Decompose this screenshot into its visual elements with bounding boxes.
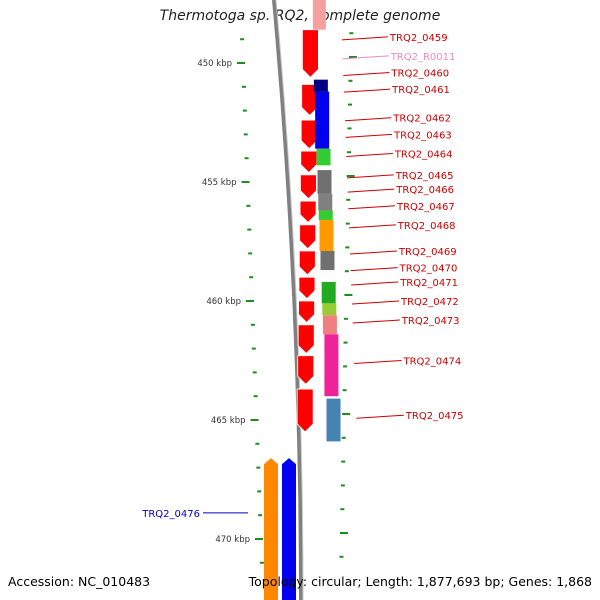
gene-leader-line (350, 267, 398, 272)
backbone-line (272, 0, 303, 600)
reverse-gene-block (282, 458, 296, 600)
gene-label[interactable]: TRQ2_0463 (393, 130, 452, 141)
cds-arrow (300, 119, 318, 150)
gene-leader-line (348, 224, 396, 229)
feature-layer (264, 0, 341, 600)
cog-block (322, 303, 337, 316)
gene-label[interactable]: TRQ2_0475 (405, 411, 464, 422)
cds-arrow (299, 200, 317, 224)
gene-leader-line (349, 250, 397, 255)
cds-arrow (296, 388, 314, 433)
gene-label[interactable]: TRQ2_0462 (392, 114, 451, 125)
cog-block (321, 281, 336, 304)
cog-block (316, 148, 331, 166)
gene-label[interactable]: TRQ2_0471 (399, 278, 458, 289)
gene-leader-line (356, 414, 404, 419)
cds-arrow (298, 250, 316, 276)
gene-label[interactable]: TRQ2_0465 (395, 171, 454, 182)
backbone-layer (272, 0, 304, 600)
label-layer: TRQ2_0459 TRQ2_R0011 TRQ2_0460 TRQ2_0461 TRQ… (141, 33, 463, 520)
gene-leader-line (348, 205, 396, 210)
cog-block (319, 220, 334, 252)
cog-block (313, 79, 328, 92)
cds-arrow (297, 355, 315, 385)
gene-leader-line (343, 72, 390, 77)
accession-text: Accession: NC_010483 (8, 574, 151, 589)
cog-block (324, 334, 339, 397)
gene-leader-line (346, 152, 393, 157)
ruler-label: 450 kbp (197, 59, 232, 69)
ruler-label: 455 kbp (202, 178, 237, 188)
gene-leader-line (344, 117, 392, 122)
cds-arrow (300, 150, 318, 174)
gene-label[interactable]: TRQ2_0466 (395, 185, 454, 196)
cds-arrow (300, 174, 317, 200)
gene-label[interactable]: TRQ2_0470 (399, 264, 458, 275)
gene-label[interactable]: TRQ2_0467 (396, 202, 455, 213)
gene-label[interactable]: TRQ2_0473 (401, 316, 460, 327)
ruler-label: 465 kbp (211, 416, 246, 426)
gene-label[interactable]: TRQ2_0476 (141, 509, 200, 520)
gene-label[interactable]: TRQ2_0469 (398, 247, 457, 258)
gene-label[interactable]: TRQ2_0468 (397, 221, 456, 232)
gene-leader-line (347, 174, 394, 179)
cog-block (318, 210, 333, 221)
cds-arrow (301, 29, 319, 78)
genome-stats-text: Topology: circular; Length: 1,877,693 bp… (248, 574, 592, 589)
backbone-edge-line (275, 0, 304, 600)
cds-arrow (298, 276, 316, 300)
cds-arrow (297, 324, 315, 354)
map-title: Thermotoga sp. RQ2, complete genome (159, 8, 441, 24)
rna-feature (312, 0, 326, 30)
gene-leader-line (341, 36, 388, 41)
cog-block (318, 193, 333, 211)
gene-label[interactable]: TRQ2_0459 (389, 33, 448, 44)
gene-leader-line (351, 300, 400, 305)
gene-label[interactable]: TRQ2_R0011 (390, 52, 456, 63)
ruler-layer: 450 kbp 455 kbp 460 kbp 465 kbp 470 kbp (197, 32, 357, 564)
cds-arrow (298, 300, 315, 323)
gene-leader-line (343, 88, 391, 93)
cog-block (315, 91, 330, 149)
gene-label[interactable]: TRQ2_0474 (403, 357, 462, 368)
gene-label[interactable]: TRQ2_0460 (390, 69, 449, 80)
gene-leader-line (342, 55, 389, 60)
gene-label[interactable]: TRQ2_0464 (394, 149, 453, 160)
gene-leader-line (347, 188, 395, 193)
reverse-gene-block (264, 458, 278, 600)
gene-leader-line (352, 319, 400, 324)
cog-block (326, 398, 341, 442)
gene-leader-line (345, 133, 393, 138)
ruler-label: 460 kbp (206, 297, 241, 307)
gene-label[interactable]: TRQ2_0472 (400, 297, 459, 308)
cog-block (322, 315, 337, 335)
cog-block (320, 251, 335, 271)
gene-label[interactable]: TRQ2_0461 (391, 85, 450, 96)
gene-leader-line (351, 281, 399, 286)
cog-block (317, 170, 332, 194)
cds-arrow (299, 224, 317, 250)
gene-leader-line (354, 360, 402, 364)
ruler-label: 470 kbp (215, 535, 250, 545)
